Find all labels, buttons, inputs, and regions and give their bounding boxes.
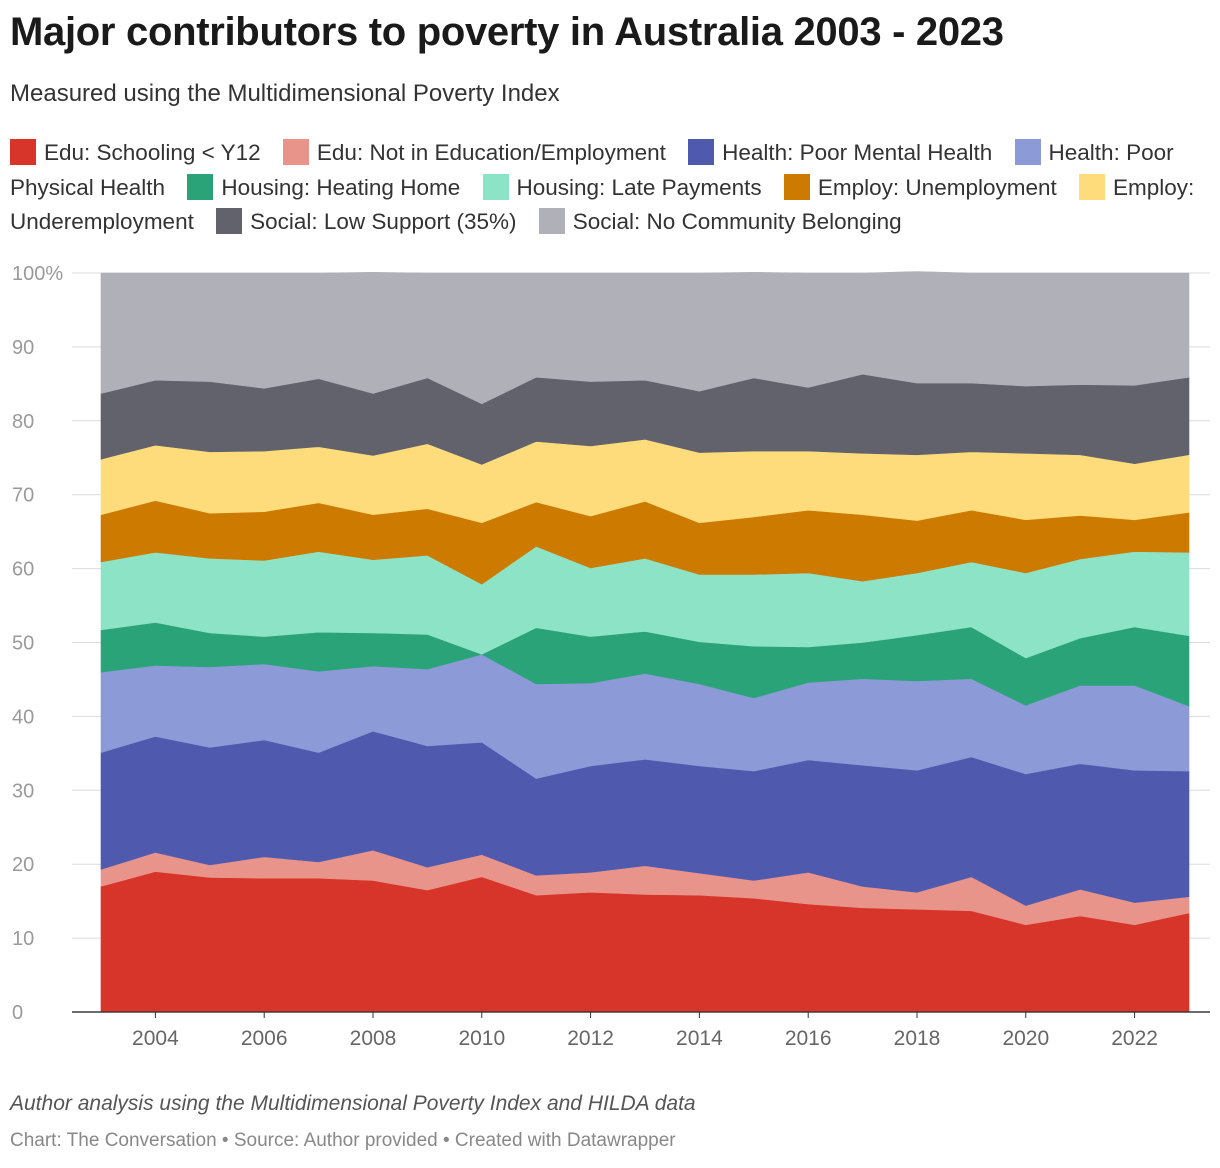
legend-label: Housing: Heating Home xyxy=(221,174,461,200)
legend-label: Housing: Late Payments xyxy=(516,174,762,200)
chart-subtitle: Measured using the Multidimensional Pove… xyxy=(10,80,560,107)
x-tick-label: 2004 xyxy=(132,1027,179,1050)
y-tick-label: 40 xyxy=(12,706,34,728)
series-areas xyxy=(100,271,1190,1013)
legend-label: Employ: Unemployment xyxy=(817,174,1057,200)
legend-item: Edu: Not in Education/Employment xyxy=(282,139,666,165)
series-area xyxy=(100,271,1190,405)
legend-item: Employ: Unemployment xyxy=(783,173,1057,200)
x-tick-label: 2020 xyxy=(1002,1027,1049,1050)
legend-label: Social: Low Support (35%) xyxy=(250,209,517,234)
x-tick-label: 2006 xyxy=(241,1027,288,1050)
y-tick-label: 50 xyxy=(12,633,34,655)
x-tick-label: 2014 xyxy=(676,1027,723,1050)
y-tick-label: 100% xyxy=(12,263,63,285)
legend-label: Edu: Schooling < Y12 xyxy=(44,140,261,165)
chart-title: Major contributors to poverty in Austral… xyxy=(10,10,1004,54)
y-tick-label: 70 xyxy=(12,485,34,507)
legend: Edu: Schooling < Y12 Edu: Not in Educati… xyxy=(10,136,1200,240)
legend-label: Social: No Community Belonging xyxy=(572,209,902,234)
legend-swatch xyxy=(187,173,214,200)
legend-item: Health: Poor Mental Health xyxy=(688,139,993,165)
legend-swatch xyxy=(10,139,36,165)
legend-swatch xyxy=(688,139,715,165)
x-tick-label: 2012 xyxy=(567,1027,614,1050)
legend-swatch xyxy=(282,139,309,165)
stacked-area-chart: 0 10 20 30 40 50 60 70 80 90 100% 2004 2006 2008 2010 2… xyxy=(12,263,1210,1050)
legend-item: Housing: Heating Home xyxy=(187,173,461,200)
y-tick-label: 90 xyxy=(12,337,34,359)
legend-swatch xyxy=(482,173,509,200)
legend-label: Health: Poor Mental Health xyxy=(722,140,993,165)
y-tick-label: 10 xyxy=(12,928,34,950)
legend-label: Employ: Underemployment xyxy=(10,174,1195,235)
x-tick-label: 2022 xyxy=(1111,1027,1158,1050)
x-tick-label: 2018 xyxy=(894,1027,941,1050)
legend-item: Health: Poor Physical Health xyxy=(10,139,1174,200)
chart-note: Author analysis using the Multidimension… xyxy=(10,1092,696,1115)
legend-item: Employ: Underemployment xyxy=(10,173,1195,235)
y-tick-label: 30 xyxy=(12,780,34,802)
legend-label: Edu: Not in Education/Employment xyxy=(316,140,666,165)
chart-source: Chart: The Conversation • Source: Author… xyxy=(10,1130,676,1151)
legend-swatch xyxy=(1079,173,1106,200)
y-tick-label: 80 xyxy=(12,411,34,433)
axis-labels: 0 10 20 30 40 50 60 70 80 90 100% 2004 2006 2008 2010 2… xyxy=(12,263,1210,1050)
y-tick-label: 20 xyxy=(12,854,34,876)
legend-item: Social: Low Support (35%) xyxy=(216,208,517,234)
y-tick-label: 0 xyxy=(12,1002,23,1024)
x-tick-label: 2016 xyxy=(785,1027,832,1050)
legend-swatch xyxy=(783,173,810,200)
legend-item: Edu: Schooling < Y12 xyxy=(10,139,261,165)
legend-item: Housing: Late Payments xyxy=(482,173,762,200)
y-tick-label: 60 xyxy=(12,559,34,581)
legend-item: Social: No Community Belonging xyxy=(538,208,902,234)
legend-swatch xyxy=(216,208,243,234)
legend-swatch xyxy=(1014,139,1041,165)
x-tick-label: 2010 xyxy=(458,1027,505,1050)
legend-label: Health: Poor Physical Health xyxy=(10,140,1174,200)
legend-swatch xyxy=(538,208,565,234)
x-tick-label: 2008 xyxy=(350,1027,397,1050)
